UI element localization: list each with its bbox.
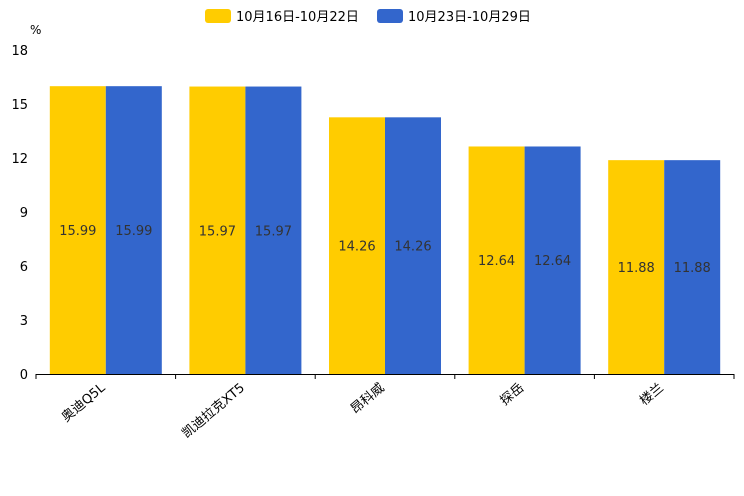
y-tick-label: 15 xyxy=(11,98,28,113)
y-tick-label: 9 xyxy=(20,206,28,221)
y-axis-unit: % xyxy=(30,23,41,37)
data-label: 12.64 xyxy=(478,254,515,269)
legend-swatch-series-1 xyxy=(205,9,231,23)
x-tick-label: 凯迪拉克XT5 xyxy=(179,381,248,442)
bar-1-4[interactable] xyxy=(468,146,525,374)
bar-1-5[interactable] xyxy=(608,160,665,374)
x-tick-label: 楼兰 xyxy=(637,381,667,409)
bar-1-1[interactable] xyxy=(49,86,106,375)
data-label: 12.64 xyxy=(534,254,571,269)
y-tick-label: 0 xyxy=(20,368,28,383)
bar-1-3[interactable] xyxy=(329,117,385,374)
bar-2-1[interactable] xyxy=(105,86,162,375)
legend-label-series-2: 10月23日-10月29日 xyxy=(408,10,531,25)
bar-2-2[interactable] xyxy=(245,86,302,374)
x-tick-label: 探岳 xyxy=(498,381,528,409)
data-label: 15.99 xyxy=(115,224,152,239)
y-tick-label: 3 xyxy=(20,314,28,329)
data-label: 15.97 xyxy=(199,224,236,239)
y-axis: 0 3 6 9 12 15 18 xyxy=(11,44,28,383)
bar-2-4[interactable] xyxy=(524,146,581,374)
x-tick-label: 奥迪Q5L xyxy=(59,380,109,425)
bars: 15.99 15.99 15.97 15.97 14.26 14.26 12.64 12.64… xyxy=(49,86,721,375)
bar-1-2[interactable] xyxy=(189,86,246,374)
legend-label-series-1: 10月16日-10月22日 xyxy=(236,10,359,25)
y-tick-label: 6 xyxy=(20,260,28,275)
data-label: 15.99 xyxy=(59,224,96,239)
data-label: 15.97 xyxy=(255,224,292,239)
legend: 10月16日-10月22日 10月23日-10月29日 xyxy=(205,9,531,25)
bar-2-5[interactable] xyxy=(664,160,721,374)
data-label: 14.26 xyxy=(394,240,431,255)
x-tick-label: 昂科威 xyxy=(348,381,388,418)
legend-swatch-series-2 xyxy=(377,9,403,23)
x-axis: 奥迪Q5L 凯迪拉克XT5 昂科威 探岳 楼兰 xyxy=(35,374,735,442)
data-label: 11.88 xyxy=(618,261,655,276)
data-label: 14.26 xyxy=(338,240,375,255)
bar-2-3[interactable] xyxy=(385,117,441,374)
y-tick-label: 18 xyxy=(11,44,28,59)
data-label: 11.88 xyxy=(674,261,711,276)
y-tick-label: 12 xyxy=(11,152,28,167)
